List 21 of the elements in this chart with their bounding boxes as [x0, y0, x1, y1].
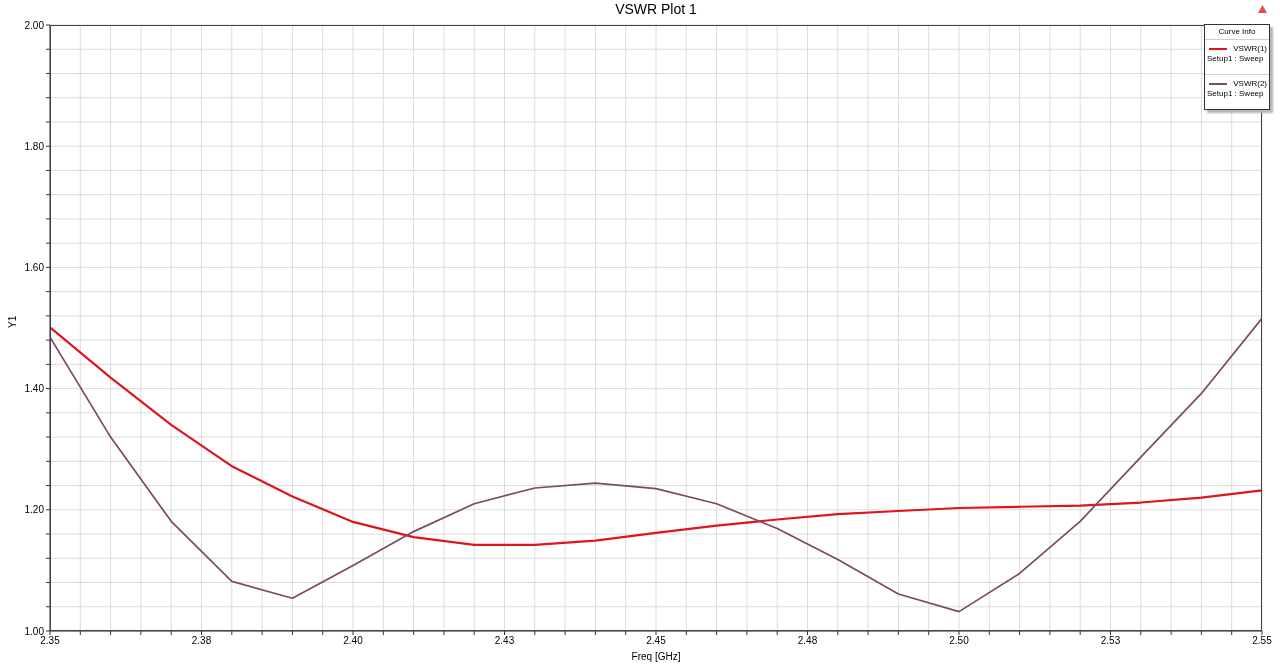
y-tick-label: 1.20 [24, 504, 45, 516]
y-tick-label: 1.40 [24, 383, 45, 395]
x-tick-label: 2.48 [797, 635, 818, 647]
x-tick-label: 2.40 [343, 635, 364, 647]
legend-label: VSWR(2) Setup1 : Sweep [1207, 79, 1267, 99]
x-tick-label: 2.35 [40, 635, 61, 647]
x-axis-title: Freq [GHz] [631, 651, 681, 662]
x-tick-label: 2.53 [1100, 635, 1121, 647]
y-tick-label: 1.80 [24, 140, 45, 152]
y-tick-label: 1.00 [24, 625, 45, 637]
chart-title: VSWR Plot 1 [614, 1, 698, 17]
y-axis-title: Y1 [6, 315, 18, 328]
x-tick-label: 2.38 [191, 635, 212, 647]
x-tick-label: 2.45 [646, 635, 667, 647]
y-tick-label: 2.00 [24, 19, 45, 31]
x-tick-label: 2.55 [1252, 635, 1273, 647]
y-tick-label: 1.60 [24, 261, 45, 273]
x-tick-label: 2.43 [494, 635, 515, 647]
legend-title: Curve Info [1205, 25, 1269, 40]
x-tick-label: 2.50 [949, 635, 970, 647]
legend-label: VSWR(1) Setup1 : Sweep [1207, 44, 1267, 64]
